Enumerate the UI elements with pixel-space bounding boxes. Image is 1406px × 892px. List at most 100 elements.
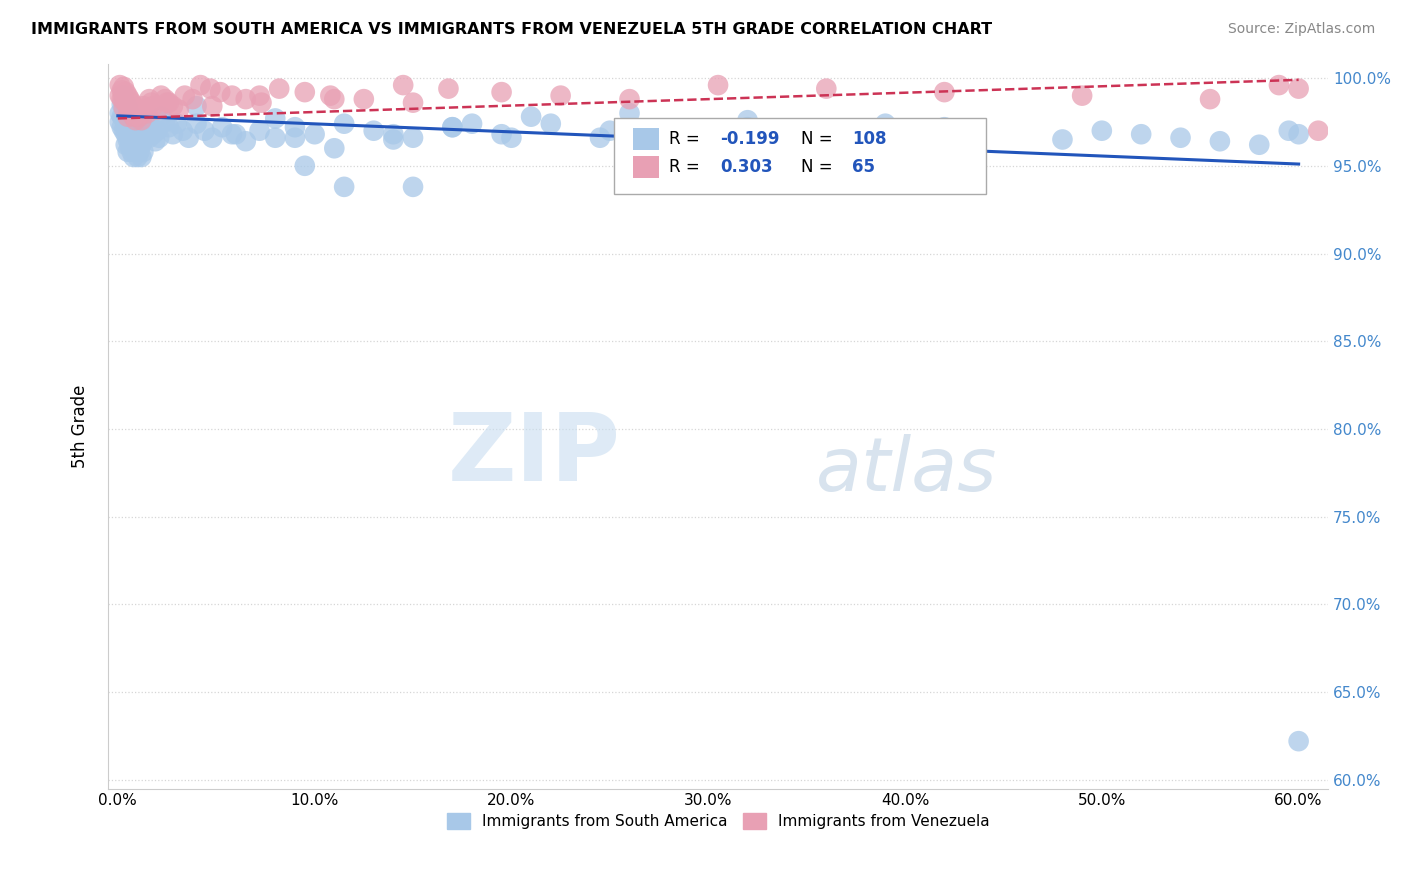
Point xyxy=(520,110,543,124)
Point xyxy=(142,99,165,113)
Point xyxy=(127,106,149,120)
Point xyxy=(382,127,405,141)
Point xyxy=(136,106,159,120)
Point xyxy=(1170,130,1192,145)
Point xyxy=(211,120,233,135)
Text: 65: 65 xyxy=(852,158,876,176)
Point xyxy=(173,88,195,103)
Point xyxy=(124,122,146,136)
Point xyxy=(304,127,326,141)
Point xyxy=(250,95,273,110)
Point xyxy=(121,145,143,159)
Point xyxy=(1249,137,1271,152)
Point xyxy=(619,106,641,120)
Point xyxy=(1199,92,1222,106)
Point xyxy=(118,106,141,120)
Point xyxy=(177,130,200,145)
Point xyxy=(128,132,150,146)
Point xyxy=(333,117,356,131)
Point xyxy=(737,113,759,128)
Point xyxy=(294,85,316,99)
Point xyxy=(108,106,131,120)
Point xyxy=(146,124,169,138)
Point xyxy=(221,88,243,103)
Text: R =: R = xyxy=(669,129,706,148)
Point xyxy=(193,124,215,138)
Point xyxy=(599,124,621,138)
Point xyxy=(114,115,136,129)
Point xyxy=(111,110,134,124)
Point xyxy=(141,120,163,135)
Point xyxy=(1288,734,1310,748)
Point xyxy=(124,145,146,159)
Point xyxy=(134,117,156,131)
Point xyxy=(363,124,385,138)
Point xyxy=(491,85,513,99)
Point xyxy=(707,78,730,92)
Point xyxy=(127,150,149,164)
Point xyxy=(117,88,139,103)
Point xyxy=(131,150,153,164)
Point xyxy=(114,95,136,110)
Point xyxy=(117,99,139,113)
Point xyxy=(112,110,135,124)
Point xyxy=(138,92,160,106)
Point xyxy=(167,103,190,117)
Point xyxy=(186,117,208,131)
Point xyxy=(131,137,153,152)
Point xyxy=(122,127,145,141)
Point xyxy=(124,113,146,128)
Point xyxy=(117,112,139,126)
Point xyxy=(114,104,136,119)
Point xyxy=(124,132,146,146)
Point xyxy=(201,130,224,145)
Point xyxy=(114,127,136,141)
Point xyxy=(201,99,224,113)
Point xyxy=(108,115,131,129)
Point xyxy=(264,112,287,126)
Point xyxy=(162,127,184,141)
Point xyxy=(353,92,375,106)
Point xyxy=(118,117,141,131)
Point xyxy=(1288,127,1310,141)
Point xyxy=(934,85,956,99)
Point xyxy=(1278,124,1301,138)
Point xyxy=(323,92,346,106)
Legend: Immigrants from South America, Immigrants from Venezuela: Immigrants from South America, Immigrant… xyxy=(440,807,995,835)
Point xyxy=(128,110,150,124)
Y-axis label: 5th Grade: 5th Grade xyxy=(72,384,89,468)
Point xyxy=(112,90,135,104)
Point xyxy=(157,120,180,135)
Point xyxy=(441,120,464,135)
Point xyxy=(402,95,425,110)
Point xyxy=(127,127,149,141)
Bar xyxy=(633,128,659,150)
Point xyxy=(550,88,572,103)
Point xyxy=(1130,127,1153,141)
Text: 0.303: 0.303 xyxy=(720,158,773,176)
Point xyxy=(162,99,184,113)
Point xyxy=(392,78,415,92)
Point xyxy=(117,122,139,136)
Point xyxy=(112,88,135,103)
Point xyxy=(114,137,136,152)
Point xyxy=(294,159,316,173)
Point xyxy=(118,127,141,141)
Point xyxy=(172,124,194,138)
Point xyxy=(146,103,169,117)
Text: IMMIGRANTS FROM SOUTH AMERICA VS IMMIGRANTS FROM VENEZUELA 5TH GRADE CORRELATION: IMMIGRANTS FROM SOUTH AMERICA VS IMMIGRA… xyxy=(31,22,993,37)
Text: N =: N = xyxy=(801,158,838,176)
Point xyxy=(1268,78,1291,92)
Point xyxy=(190,78,212,92)
Point xyxy=(148,130,170,145)
Point xyxy=(153,115,176,129)
Point xyxy=(402,130,425,145)
Point xyxy=(121,132,143,146)
Point xyxy=(111,97,134,112)
Point xyxy=(658,145,681,159)
Point xyxy=(122,117,145,131)
Point xyxy=(128,145,150,159)
Point xyxy=(319,88,342,103)
Point xyxy=(491,127,513,141)
Point xyxy=(121,112,143,126)
